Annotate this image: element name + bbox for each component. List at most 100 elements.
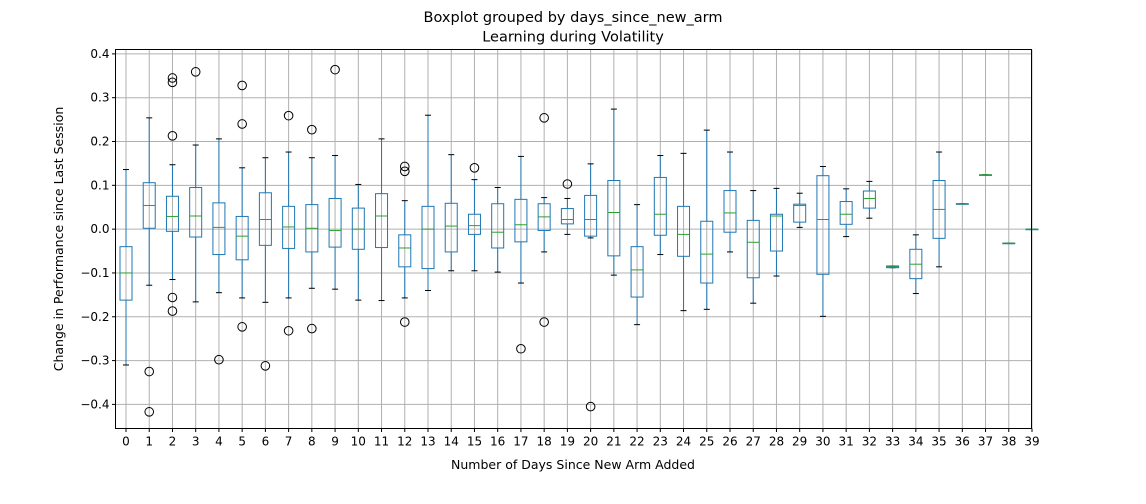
box-group-9	[328, 64, 342, 290]
box-group-7	[282, 110, 296, 336]
x-tick-label: 19	[560, 435, 575, 449]
box-group-19	[560, 179, 574, 235]
box-group-8	[305, 124, 319, 334]
box-group-36	[955, 203, 969, 205]
x-tick-label: 15	[467, 435, 482, 449]
x-tick-label: 1	[145, 435, 153, 449]
x-tick-label: 22	[629, 435, 644, 449]
iqr-box	[235, 215, 249, 261]
y-ticks: −0.4 −0.3 −0.2 −0.1 0.0 0.1 0.2 0.3 0.4	[80, 47, 116, 411]
iqr-box	[677, 205, 691, 257]
outlier-point	[144, 366, 155, 377]
x-tick-label: 23	[653, 435, 668, 449]
outlier-point	[167, 77, 178, 88]
iqr-box	[444, 202, 458, 253]
iqr-box	[700, 220, 714, 284]
x-tick-label: 0	[122, 435, 130, 449]
x-tick-label: 32	[862, 435, 877, 449]
x-tick-label: 27	[746, 435, 761, 449]
iqr-box	[189, 187, 203, 238]
outlier-point	[144, 407, 155, 417]
outlier-point	[190, 67, 201, 77]
iqr-box	[630, 246, 644, 298]
x-tick-label: 10	[351, 435, 366, 449]
outlier-point	[562, 179, 573, 189]
x-tick-label: 26	[722, 435, 737, 449]
box-group-32	[862, 180, 876, 219]
y-tick-label: 0.1	[90, 178, 109, 192]
iqr-box	[421, 205, 435, 270]
box-group-35	[932, 151, 946, 268]
y-tick-label: −0.3	[80, 354, 109, 368]
iqr-box	[560, 208, 574, 225]
x-tick-label: 33	[885, 435, 900, 449]
outlier-point	[516, 343, 526, 354]
outlier-point	[167, 131, 178, 141]
x-tick-label: 11	[374, 435, 389, 449]
iqr-box	[816, 175, 830, 275]
outlier-point	[237, 322, 247, 332]
x-tick-label: 20	[583, 435, 598, 449]
iqr-box	[769, 213, 783, 252]
box-group-25	[700, 129, 714, 310]
box-group-33	[886, 265, 900, 269]
iqr-box	[607, 180, 621, 257]
outlier-point	[283, 110, 294, 121]
box-group-17	[514, 155, 528, 354]
x-tick-label: 31	[839, 435, 854, 449]
box-group-11	[375, 138, 389, 302]
iqr-box	[375, 193, 389, 249]
box-layer	[119, 64, 1039, 417]
box-group-21	[607, 108, 621, 276]
x-tick-label: 38	[1001, 435, 1016, 449]
iqr-box	[839, 201, 853, 225]
box-group-27	[746, 190, 760, 304]
x-tick-label: 34	[908, 435, 923, 449]
box-group-12	[398, 161, 412, 327]
x-tick-label: 29	[792, 435, 807, 449]
iqr-box	[514, 198, 528, 243]
x-tick-label: 7	[285, 435, 293, 449]
box-group-29	[793, 192, 807, 228]
box-group-4	[212, 138, 226, 365]
x-tick-label: 30	[815, 435, 830, 449]
x-tick-label: 39	[1024, 435, 1039, 449]
x-tick-label: 25	[699, 435, 714, 449]
outlier-point	[399, 166, 410, 177]
box-group-14	[444, 154, 458, 272]
iqr-box	[723, 190, 737, 233]
y-tick-label: 0.4	[90, 47, 109, 61]
chart-title: Boxplot grouped by days_since_new_arm	[424, 10, 723, 26]
iqr-box	[398, 234, 412, 268]
box-group-10	[351, 183, 365, 301]
x-tick-label: 12	[397, 435, 412, 449]
iqr-box	[491, 203, 505, 249]
y-tick-label: −0.2	[80, 310, 109, 324]
x-tick-label: 14	[444, 435, 459, 449]
x-tick-label: 9	[331, 435, 339, 449]
iqr-box	[212, 202, 226, 256]
x-tick-label: 5	[238, 435, 246, 449]
x-axis-label: Number of Days Since New Arm Added	[451, 457, 695, 472]
outlier-point	[167, 306, 178, 316]
box-group-3	[189, 67, 203, 303]
outlier-point	[260, 361, 271, 371]
box-group-34	[909, 234, 923, 295]
outlier-point	[307, 124, 317, 135]
x-tick-label: 17	[513, 435, 528, 449]
y-axis-label: Change in Performance since Last Session	[51, 107, 66, 372]
box-group-18	[537, 113, 551, 327]
iqr-box	[653, 176, 667, 236]
box-group-37	[979, 174, 993, 176]
outlier-point	[585, 401, 596, 412]
box-group-22	[630, 204, 644, 326]
box-group-38	[1002, 242, 1016, 245]
box-group-2	[165, 73, 179, 316]
iqr-box	[584, 194, 598, 237]
y-tick-label: −0.1	[80, 266, 109, 280]
x-ticks: 0 1 2 3 4 5 6 7 8 9 10 11 12 13 14 15 16 17 18 19 20 21 22 23 24…	[122, 428, 1040, 449]
x-tick-label: 4	[215, 435, 223, 449]
box-group-30	[816, 165, 830, 317]
